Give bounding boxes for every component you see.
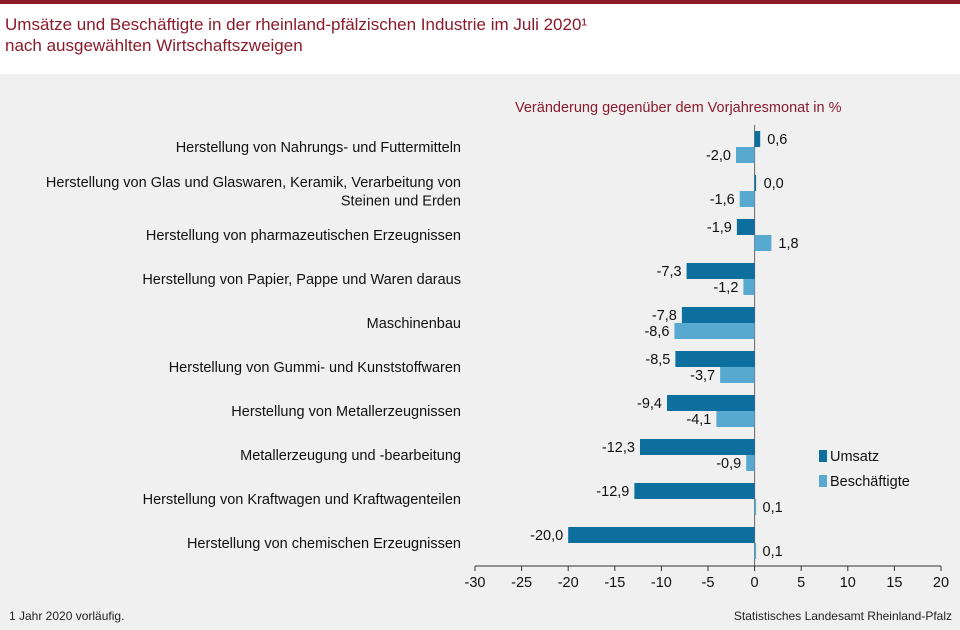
category-label: Herstellung von pharmazeutischen Erzeugn… [146,228,461,244]
legend-swatch [819,450,827,462]
legend-label: Umsatz [830,449,879,465]
bar-beschaeftigte [735,147,755,163]
title-line-2: nach ausgewählten Wirtschaftszweigen [5,36,303,55]
x-tick-label: 15 [886,575,902,591]
bar-umsatz [686,263,755,279]
category-label: Herstellung von Metallerzeugnissen [231,404,461,420]
data-label: 0,6 [767,132,787,148]
category-label: Herstellung von chemischen Erzeugnissen [187,536,461,552]
category-label: Metallerzeugung und -bearbeitung [240,448,461,464]
category-label: Herstellung von Kraftwagen und Kraftwage… [143,492,461,508]
data-label: 0,1 [763,544,783,560]
data-label: -20,0 [530,528,563,544]
data-label: -1,6 [710,192,735,208]
bar-umsatz [736,219,755,235]
title-line-1: Umsätze und Beschäftigte in der rheinlan… [5,15,588,34]
bar-beschaeftigte [720,367,755,383]
chart-title: Umsätze und Beschäftigte in der rheinlan… [5,14,587,56]
data-label: -4,1 [686,412,711,428]
x-tick-label: -20 [558,575,579,591]
bar-beschaeftigte [674,323,755,339]
chart-subtitle: Veränderung gegenüber dem Vorjahresmonat… [515,100,842,116]
footnote: 1 Jahr 2020 vorläufig. [9,609,125,623]
x-tick-label: -30 [465,575,486,591]
bar-umsatz [639,439,755,455]
data-label: -0,9 [716,456,741,472]
data-label: 0,0 [764,176,784,192]
source-note: Statistisches Landesamt Rheinland-Pfalz [733,609,952,623]
category-label: Herstellung von Glas und Glaswaren, Kera… [46,175,461,210]
x-tick-label: -10 [651,575,672,591]
bar-umsatz [675,351,755,367]
data-label: -12,9 [596,484,629,500]
data-label: -2,0 [706,148,731,164]
bar-umsatz [568,527,755,543]
data-label: -7,8 [652,308,677,324]
x-tick-label: 10 [840,575,856,591]
bar-umsatz [754,175,757,191]
category-label: Maschinenbau [367,316,461,332]
bar-umsatz [634,483,755,499]
legend-swatch [819,475,827,487]
bar-beschaeftigte [754,499,757,515]
x-tick-label: 5 [797,575,805,591]
bar-umsatz [754,131,761,147]
x-tick-label: -15 [604,575,625,591]
category-label: Herstellung von Papier, Pappe und Waren … [142,272,461,288]
x-tick-label: 0 [751,575,759,591]
data-label: -1,9 [707,220,732,236]
data-label: 1,8 [778,236,798,252]
data-label: 0,1 [763,500,783,516]
category-label: Herstellung von Gummi- und Kunststoffwar… [169,360,461,376]
bar-umsatz [681,307,755,323]
bar-beschaeftigte [754,235,772,251]
data-label: -1,2 [713,280,738,296]
bar-umsatz [666,395,755,411]
data-label: -8,5 [645,352,670,368]
bar-beschaeftigte [754,543,757,559]
bar-beschaeftigte [746,455,755,471]
data-label: -12,3 [602,440,635,456]
x-tick-label: 20 [933,575,949,591]
chart-panel [0,74,960,630]
data-label: -7,3 [657,264,682,280]
data-label: -8,6 [644,324,669,340]
data-label: -3,7 [690,368,715,384]
x-tick-label: -5 [702,575,715,591]
data-label: -9,4 [637,396,662,412]
x-tick-label: -25 [511,575,532,591]
legend-label: Beschäftigte [830,474,910,490]
top-accent-bar [0,0,960,4]
bar-beschaeftigte [743,279,755,295]
category-label: Herstellung von Nahrungs- und Futtermitt… [176,140,461,156]
bar-beschaeftigte [739,191,755,207]
bar-beschaeftigte [716,411,755,427]
